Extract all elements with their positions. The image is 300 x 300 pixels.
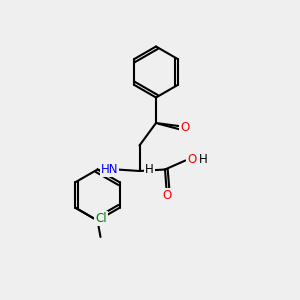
Text: H: H: [198, 153, 207, 166]
Text: O: O: [181, 121, 190, 134]
Text: Cl: Cl: [95, 212, 107, 225]
Text: O: O: [162, 189, 171, 202]
Text: O: O: [188, 153, 196, 166]
Text: HN: HN: [101, 163, 118, 176]
Text: H: H: [145, 163, 154, 176]
